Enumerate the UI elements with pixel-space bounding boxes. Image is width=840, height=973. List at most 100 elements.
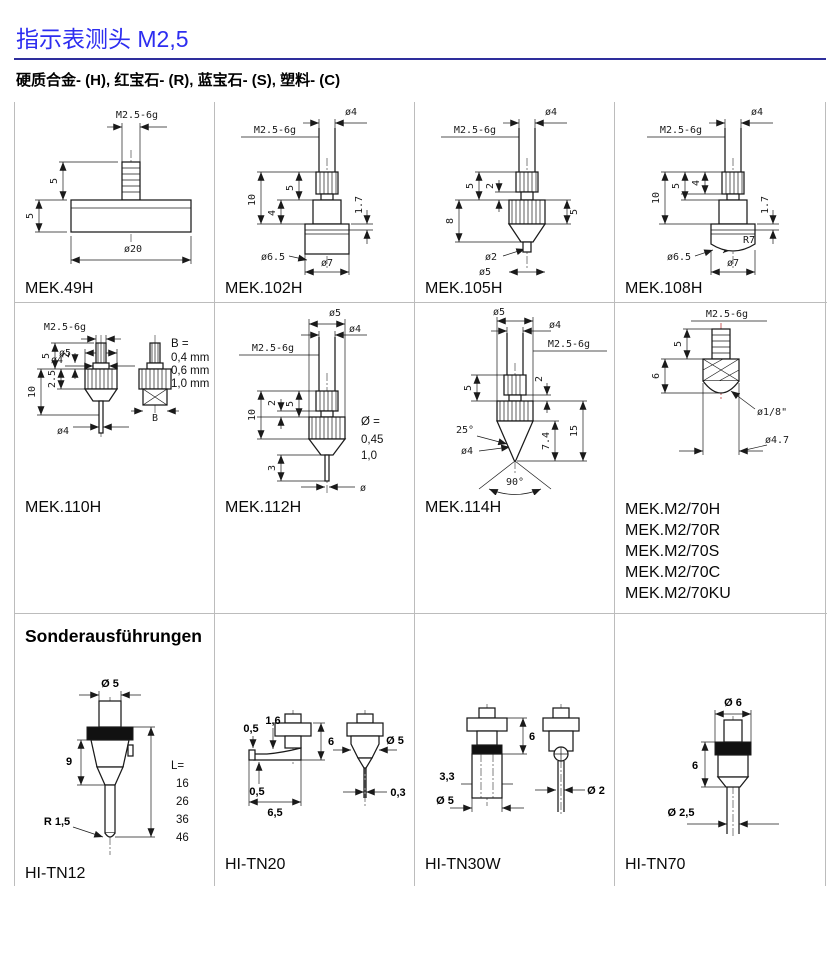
mek-49h-drawing: M2.5-6g 5 5 ø20 [25,110,192,264]
note-value: 1,0 [361,450,377,462]
dim-label: 0,3 [390,787,405,799]
part-cell-hi-tn20: 0,5 1,6 6 0,5 6,5 Ø 5 0,3 HI-TN20 [215,614,415,886]
part-outline [466,704,580,816]
part-number-list: MEK.M2/70H MEK.M2/70R MEK.M2/70S MEK.M2/… [625,499,827,604]
dim-label: 2 [534,376,545,382]
dim-label: ø7 [321,258,333,269]
dim-label: 3 [267,465,278,471]
part-number-label: MEK.110H [25,499,102,516]
part-cell-mek-102h: ø4 M2.5-6g 5 10 4 1.7 ø6.5 ø7 MEK.102H [215,102,415,303]
part-outline [86,697,134,855]
dim-label: 2.5 [47,370,58,388]
note-value: 16 [176,778,189,790]
part-number-label: MEK.105H [425,280,503,297]
dimension-lines [239,319,367,491]
dim-label: Ø 5 [436,795,454,807]
dim-label: 0,5 [243,723,258,735]
part-outline [248,710,384,806]
dim-label: 6 [651,373,662,379]
dim-label: ø5 [59,348,71,359]
mek-m2-70-drawing: M2.5-6g 5 6 ø1/8" ø4.7 [651,309,789,455]
dim-label: 5 [285,185,296,191]
dim-label: 3,3 [439,771,454,783]
note-value: 0,4 mm [171,352,209,364]
dim-label: Ø 2 [587,785,605,797]
note-value: 36 [176,814,189,826]
part-cell-hi-tn12: Sonderausführungen [15,614,215,886]
dim-label: 5 [285,401,296,407]
dim-label: 1.7 [760,196,771,214]
dim-label: Ø 5 [101,678,119,690]
dim-label: 1,6 [265,715,280,727]
dim-label: 5 [463,385,474,391]
mek-112h-drawing: ø5 ø4 M2.5-6g 5 2 10 3 ø Ø = 0,45 1,0 [239,308,383,494]
dim-label: 4 [267,210,278,216]
dim-label: ø4 [751,107,763,118]
mek-102h-drawing: ø4 M2.5-6g 5 10 4 1.7 ø6.5 ø7 [241,107,373,276]
part-outline [496,333,534,475]
dim-label: Ø 2,5 [668,807,695,819]
dim-label: 10 [27,386,38,398]
part-cell-mek-49h: M2.5-6g 5 5 ø20 MEK.49H [15,102,215,303]
dim-label: M2.5-6g [252,343,294,354]
dim-label: 6,5 [267,807,282,819]
part-cell-hi-tn70: Ø 6 6 Ø 2,5 HI-TN70 [615,614,827,886]
dim-label: 2 [61,352,72,358]
dim-label: R 1,5 [44,816,70,828]
dim-label: 5 [673,341,684,347]
page-title: 指示表测头 M2,5 [16,26,189,52]
dim-label: Ø 6 [724,697,742,709]
dim-label: R7 [743,235,755,246]
dim-label: ø2 [485,252,497,263]
dim-label: 4 [691,180,702,186]
dim-label: ø5 [479,267,491,276]
note-value: 26 [176,796,189,808]
dim-label: 6 [692,760,698,772]
part-number-label: MEK.M2/70S [625,543,720,560]
dim-label: ø4 [51,355,63,366]
dim-label: 2 [485,183,496,189]
dim-label: M2.5-6g [548,339,590,350]
dim-label: M2.5-6g [660,125,702,136]
part-number-label: MEK.M2/70C [625,564,721,581]
dim-label: 5 [25,213,36,219]
part-cell-mek-112h: ø5 ø4 M2.5-6g 5 2 10 3 ø Ø = 0,45 1,0 ME… [215,303,415,614]
dim-label: M2.5-6g [454,125,496,136]
dim-label: B [152,413,158,424]
mek-110h-drawing: M2.5-6g ø5 ø4 2 5 2.5 10 ø4 B B = 0,4 mm… [27,322,209,437]
dim-label: ø7 [727,258,739,269]
dim-label: Ø 5 [386,735,404,747]
note-value: 1,0 mm [171,378,209,390]
dim-label: ø5 [493,307,505,318]
materials-subtitle: 硬质合金- (H), 红宝石- (R), 蓝宝石- (S), 塑料- (C) [16,72,341,89]
dim-label: ø5 [329,308,341,319]
dim-label: 7.4 [541,432,552,450]
dim-label: 2 [267,400,278,406]
part-outline [70,150,192,242]
dim-label: M2.5-6g [706,309,748,320]
dim-label: ø6.5 [667,252,691,263]
parts-grid: M2.5-6g 5 5 ø20 MEK.49H [14,102,827,886]
dim-label: 5 [49,178,60,184]
note-title: Ø = [361,416,380,428]
dim-label: 5 [41,353,52,359]
hi-tn20-drawing: 0,5 1,6 6 0,5 6,5 Ø 5 0,3 [243,710,406,819]
catalog-page: 指示表测头 M2,5 硬质合金- (H), 红宝石- (R), 蓝宝石- (S)… [14,26,827,886]
part-number-label: MEK.49H [25,280,94,297]
dim-label: 6 [529,731,535,743]
hi-tn30w-drawing: 6 3,3 Ø 5 Ø 2 [436,704,605,816]
part-outline [710,128,756,268]
hi-tn70-drawing: Ø 6 6 Ø 2,5 [668,697,779,838]
part-number-label: MEK.108H [625,280,703,297]
dimension-lines [35,123,192,264]
dim-label: ø4.7 [765,435,789,446]
part-number-label: MEK.M2/70H [625,501,721,518]
dim-label: ø4 [349,324,361,335]
dim-label: ø4 [545,107,557,118]
dimension-lines [450,717,585,812]
part-number-label: MEK.M2/70R [625,522,721,539]
dimension-lines [687,710,779,828]
part-cell-mek-105h: ø4 M2.5-6g 2 5 8 5 ø2 ø5 MEK.105H [415,102,615,303]
part-cell-hi-tn30w: 6 3,3 Ø 5 Ø 2 HI-TN30W [415,614,615,886]
dim-label: 10 [247,194,258,206]
